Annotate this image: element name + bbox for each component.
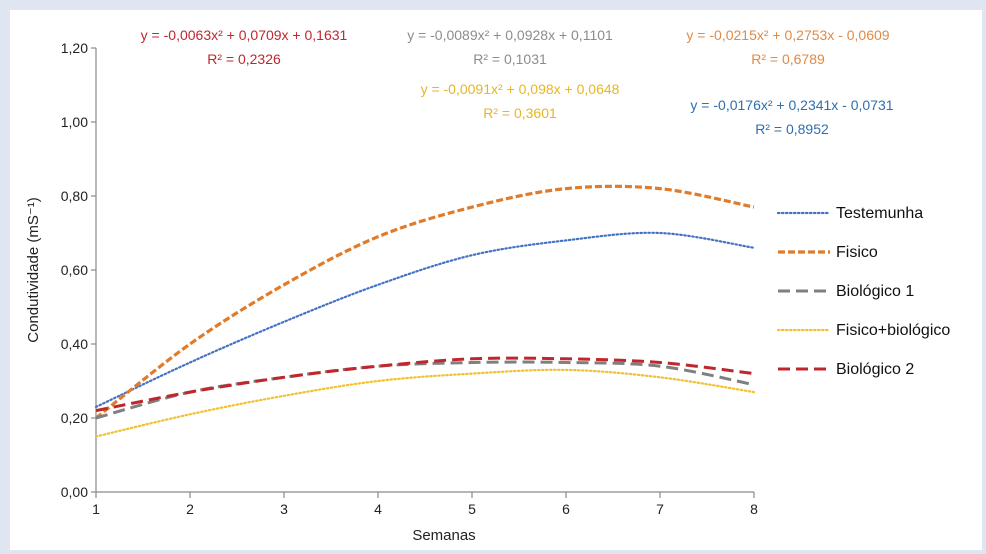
y-ticks: 0,00 0,20 0,40 0,60 0,80 1,00 1,20 — [61, 40, 96, 500]
r2-fisico: R² = 0,6789 — [751, 51, 825, 67]
x-tick-label: 4 — [374, 501, 382, 517]
y-tick-label: 1,20 — [61, 40, 88, 56]
x-tick-label: 8 — [750, 501, 758, 517]
series-layer — [94, 184, 756, 438]
y-tick-label: 0,40 — [61, 336, 88, 352]
y-tick-label: 0,00 — [61, 484, 88, 500]
r2-fisico-biologico: R² = 0,3601 — [483, 105, 557, 121]
legend-label-fisico-biologico: Fisico+biológico — [836, 322, 950, 339]
series-line-fisico-biologico — [94, 368, 756, 438]
legend-label-biologico-2: Biológico 2 — [836, 361, 914, 378]
legend-label-testemunha: Testemunha — [836, 205, 923, 222]
legend-label-fisico: Fisico — [836, 244, 878, 261]
series-line-testemunha — [94, 231, 756, 408]
equation-fisico-biologico: y = -0,0091x² + 0,098x + 0,0648 — [421, 81, 620, 97]
series-line-biologico-2 — [95, 356, 755, 413]
series-line-fisico — [95, 184, 755, 420]
x-ticks: 1 2 3 4 5 6 7 8 — [92, 492, 758, 517]
y-tick-label: 0,20 — [61, 410, 88, 426]
legend-label-biologico-1: Biológico 1 — [836, 283, 914, 300]
r2-testemunha: R² = 0,8952 — [755, 121, 829, 137]
series-line-biologico-1 — [95, 360, 755, 420]
plot-area — [95, 48, 754, 493]
x-tick-label: 6 — [562, 501, 570, 517]
chart-svg: 0,00 0,20 0,40 0,60 0,80 1,00 1,20 1 2 3 4 5 6 7 8 Se… — [25, 27, 950, 544]
x-tick-label: 2 — [186, 501, 194, 517]
x-tick-label: 5 — [468, 501, 476, 517]
equation-annotations: y = -0,0063x² + 0,0709x + 0,1631 R² = 0,… — [141, 27, 894, 137]
equation-testemunha: y = -0,0176x² + 0,2341x - 0,0731 — [690, 97, 893, 113]
equation-biologico-2: y = -0,0063x² + 0,0709x + 0,1631 — [141, 27, 348, 43]
r2-biologico-2: R² = 0,2326 — [207, 51, 281, 67]
x-tick-label: 3 — [280, 501, 288, 517]
legend: Testemunha Fisico Biológico 1 Fisico+biológ… — [776, 205, 950, 378]
y-axis-title: Condutividade (mS⁻¹) — [25, 197, 42, 342]
chart-frame: 0,00 0,20 0,40 0,60 0,80 1,00 1,20 1 2 3 4 5 6 7 8 Se… — [10, 10, 982, 550]
x-tick-label: 7 — [656, 501, 664, 517]
y-tick-label: 0,80 — [61, 188, 88, 204]
x-axis-title: Semanas — [412, 527, 475, 544]
x-tick-label: 1 — [92, 501, 100, 517]
r2-biologico-1: R² = 0,1031 — [473, 51, 547, 67]
equation-fisico: y = -0,0215x² + 0,2753x - 0,0609 — [686, 27, 889, 43]
equation-biologico-1: y = -0,0089x² + 0,0928x + 0,1101 — [407, 27, 613, 43]
y-tick-label: 1,00 — [61, 114, 88, 130]
y-tick-label: 0,60 — [61, 262, 88, 278]
